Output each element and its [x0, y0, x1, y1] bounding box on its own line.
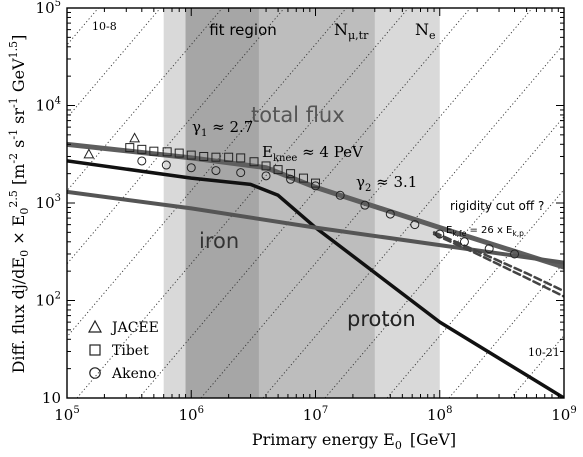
total-flux-label: total flux	[251, 103, 345, 127]
data-point-tibet	[298, 173, 308, 183]
data-point-akeno	[236, 168, 246, 178]
series-line-dashed-3	[432, 231, 564, 293]
shaded-regions	[163, 8, 440, 398]
data-point-akeno	[484, 244, 494, 254]
data-point-tibet	[224, 152, 234, 162]
data-point-jacee	[83, 148, 95, 159]
x-tick-label: 109	[551, 405, 576, 424]
legend-label-tibet: Tibet	[112, 343, 149, 359]
data-point-tibet	[261, 161, 271, 171]
eknee-label: Eknee ≈ 4 PeV	[262, 143, 364, 164]
data-point-tibet	[186, 150, 196, 160]
iso-line	[324, 115, 564, 398]
data-point-tibet	[249, 157, 259, 167]
legend-label-jacee: JACEE	[110, 320, 159, 336]
y-tick-label: 103	[36, 193, 61, 212]
x-tick-label: 108	[427, 405, 452, 424]
legend: JACEE Tibet Akeno	[87, 319, 159, 382]
iso-line	[67, 8, 347, 338]
series-line-iron	[67, 189, 564, 265]
data-point-tibet	[125, 143, 135, 153]
data-point-tibet	[174, 148, 184, 158]
data-point-tibet	[162, 147, 172, 157]
data-point-akeno	[410, 220, 420, 230]
iso-line	[200, 8, 533, 398]
data-point-tibet	[311, 178, 320, 188]
legend-marker-jacee	[87, 319, 103, 333]
data-point-akeno	[311, 181, 320, 191]
y-axis-label: Diff. flux dj/dE0 × E02.5 [m-2 s-1 sr-1 …	[7, 35, 31, 374]
data-point-akeno	[137, 156, 147, 166]
data-point-akeno	[360, 200, 370, 210]
legend-label-akeno: Akeno	[111, 366, 156, 382]
iso-label-top: 10-8	[92, 20, 117, 33]
data-point-tibet	[149, 146, 159, 156]
iso-flux-lines	[67, 0, 583, 398]
y-tick-label: 10	[42, 389, 61, 407]
data-point-akeno	[510, 249, 520, 259]
data-point-jacee	[129, 132, 141, 143]
x-tick-label: 105	[54, 405, 79, 424]
rigidity-label: rigidity cut off ?	[450, 199, 544, 213]
iso-line	[386, 188, 564, 398]
x-axis-label: Primary energy E0 [GeV]	[252, 430, 456, 452]
legend-marker-tibet	[89, 344, 101, 356]
series-line-proton	[67, 159, 564, 398]
data-point-akeno	[186, 163, 196, 173]
data-point-akeno	[161, 160, 171, 170]
n-mu-tr-label: Nμ,tr	[334, 20, 369, 42]
data-point-tibet	[211, 152, 221, 162]
gamma2-label: γ2 ≈ 3.1	[356, 173, 417, 194]
data-point-akeno	[435, 229, 445, 239]
data-point-akeno	[385, 209, 395, 219]
data-point-akeno	[261, 171, 271, 181]
iron-label: iron	[199, 229, 239, 253]
data-point-akeno	[335, 190, 345, 200]
proton-label: proton	[347, 307, 416, 331]
data-point-akeno	[286, 174, 296, 184]
legend-marker-akeno	[89, 367, 101, 379]
x-tick-label: 107	[303, 405, 328, 424]
x-tick-label: 106	[179, 405, 204, 424]
iso-line	[76, 8, 409, 398]
data-point-akeno	[211, 166, 221, 176]
n-e-label: Ne	[415, 20, 436, 42]
plot-frame	[66, 7, 565, 399]
ekfe-label: Ek,fe = 26 x Ek,p	[446, 225, 524, 238]
y-tick-label: 105	[36, 0, 61, 17]
iso-line	[67, 8, 285, 265]
y-tick-label: 102	[36, 291, 61, 310]
iso-line	[573, 0, 583, 398]
data-point-tibet	[273, 165, 283, 175]
data-point-tibet	[286, 169, 296, 179]
data-point-tibet	[137, 144, 147, 154]
series-line-dashed-4	[432, 232, 564, 298]
iso-label-bottom: 10-21	[528, 346, 560, 359]
region-dark	[185, 8, 259, 398]
gamma1-label: γ1 ≈ 2.7	[192, 118, 253, 139]
data-point-akeno	[459, 237, 469, 247]
data-point-tibet	[236, 153, 246, 163]
data-point-tibet	[199, 151, 209, 161]
y-tick-label: 104	[36, 96, 61, 115]
iso-line	[138, 8, 471, 398]
iso-line	[262, 43, 564, 398]
data-markers	[83, 132, 520, 259]
fit-region-label: fit region	[209, 21, 277, 39]
tick-labels: 105 106 107 108 109 10 102 103 104 105	[36, 0, 577, 424]
